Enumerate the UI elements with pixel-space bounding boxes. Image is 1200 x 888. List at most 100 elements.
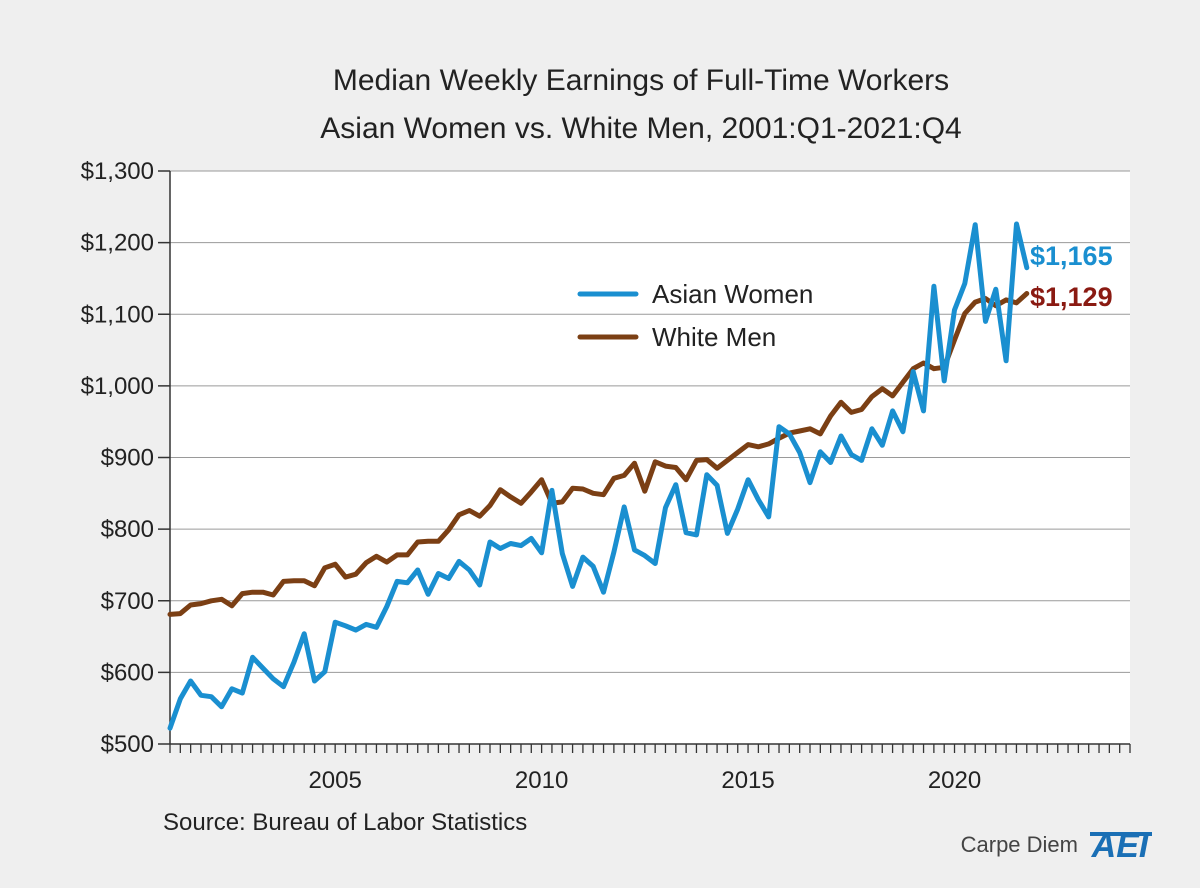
- data-point: [582, 556, 584, 558]
- data-point: [561, 501, 563, 503]
- data-point: [840, 435, 842, 437]
- data-point: [685, 532, 687, 534]
- data-point: [1026, 267, 1028, 269]
- data-point: [210, 600, 212, 602]
- chart-title: Median Weekly Earnings of Full-Time Work…: [333, 64, 949, 97]
- data-point: [809, 482, 811, 484]
- data-point: [365, 562, 367, 564]
- data-point: [850, 454, 852, 456]
- data-point: [613, 477, 615, 479]
- data-point: [1016, 223, 1017, 225]
- data-point: [499, 489, 501, 491]
- data-point: [458, 514, 460, 516]
- data-point: [324, 671, 326, 673]
- data-point: [231, 605, 233, 607]
- data-point: [902, 381, 904, 383]
- end-value-label: $1,129: [1030, 282, 1113, 312]
- data-point: [179, 698, 181, 700]
- data-point: [530, 537, 532, 539]
- data-point: [850, 411, 852, 413]
- data-point: [892, 395, 894, 397]
- data-point: [551, 489, 553, 491]
- data-point: [448, 529, 450, 531]
- data-point: [974, 224, 976, 226]
- data-point: [221, 706, 223, 708]
- data-point: [303, 633, 305, 635]
- data-point: [923, 410, 924, 412]
- data-point: [768, 516, 770, 518]
- data-point: [396, 554, 398, 556]
- y-tick-label: $1,300: [81, 158, 154, 185]
- data-point: [262, 591, 264, 593]
- brand-text: Carpe Diem: [961, 832, 1078, 857]
- data-point: [169, 727, 171, 729]
- data-point: [665, 465, 666, 467]
- data-point: [355, 573, 357, 575]
- data-point: [830, 415, 832, 417]
- data-point: [520, 545, 522, 547]
- data-point: [231, 688, 233, 690]
- data-point: [861, 459, 863, 461]
- data-point: [510, 496, 512, 498]
- x-tick-label: 2020: [928, 767, 981, 794]
- data-point: [572, 487, 574, 489]
- data-point: [427, 593, 429, 595]
- data-point: [964, 313, 966, 314]
- data-point: [406, 582, 408, 584]
- data-point: [757, 446, 759, 448]
- data-point: [190, 680, 192, 682]
- data-point: [726, 459, 728, 461]
- data-point: [623, 506, 625, 508]
- data-point: [241, 593, 243, 595]
- data-point: [530, 491, 532, 493]
- data-point: [437, 540, 439, 542]
- data-point: [943, 380, 945, 382]
- data-point: [933, 368, 935, 370]
- end-labels: $1,165 $1,129: [1030, 241, 1113, 312]
- data-point: [499, 548, 501, 549]
- data-point: [706, 459, 708, 461]
- data-point: [334, 563, 336, 565]
- data-point: [303, 580, 305, 582]
- end-value-label: $1,165: [1030, 241, 1113, 271]
- data-point: [634, 549, 635, 551]
- data-point: [376, 555, 377, 557]
- data-point: [912, 371, 914, 373]
- data-point: [448, 578, 450, 579]
- data-point: [190, 604, 192, 606]
- data-point: [644, 555, 646, 557]
- data-point: [665, 507, 666, 509]
- data-point: [510, 543, 512, 544]
- data-point: [210, 696, 212, 698]
- data-point: [365, 623, 367, 625]
- data-point: [324, 567, 326, 569]
- x-tick-label: 2015: [721, 767, 774, 794]
- data-point: [881, 388, 883, 390]
- data-point: [241, 692, 243, 694]
- series-line-white-men: [167, 291, 1030, 617]
- data-point: [603, 591, 604, 593]
- data-point: [696, 534, 697, 536]
- legend: Asian Women White Men: [577, 279, 813, 352]
- data-point: [871, 428, 873, 430]
- source-note: Source: Bureau of Labor Statistics: [163, 809, 527, 836]
- data-point: [861, 409, 863, 410]
- data-point: [954, 309, 955, 311]
- data-point: [623, 474, 625, 476]
- data-point: [933, 285, 935, 287]
- data-point: [417, 569, 419, 571]
- x-axis: 2005 2010 2015 2020: [169, 743, 1131, 794]
- data-point: [396, 580, 398, 582]
- data-point: [819, 451, 821, 453]
- data-point: [768, 443, 770, 445]
- data-point: [706, 474, 708, 476]
- data-point: [386, 561, 388, 563]
- data-point: [757, 499, 759, 501]
- y-tick-label: $700: [101, 588, 154, 615]
- data-point: [685, 479, 687, 481]
- series-line-asian-women: [167, 221, 1030, 731]
- data-point: [169, 613, 171, 615]
- data-point: [892, 410, 894, 412]
